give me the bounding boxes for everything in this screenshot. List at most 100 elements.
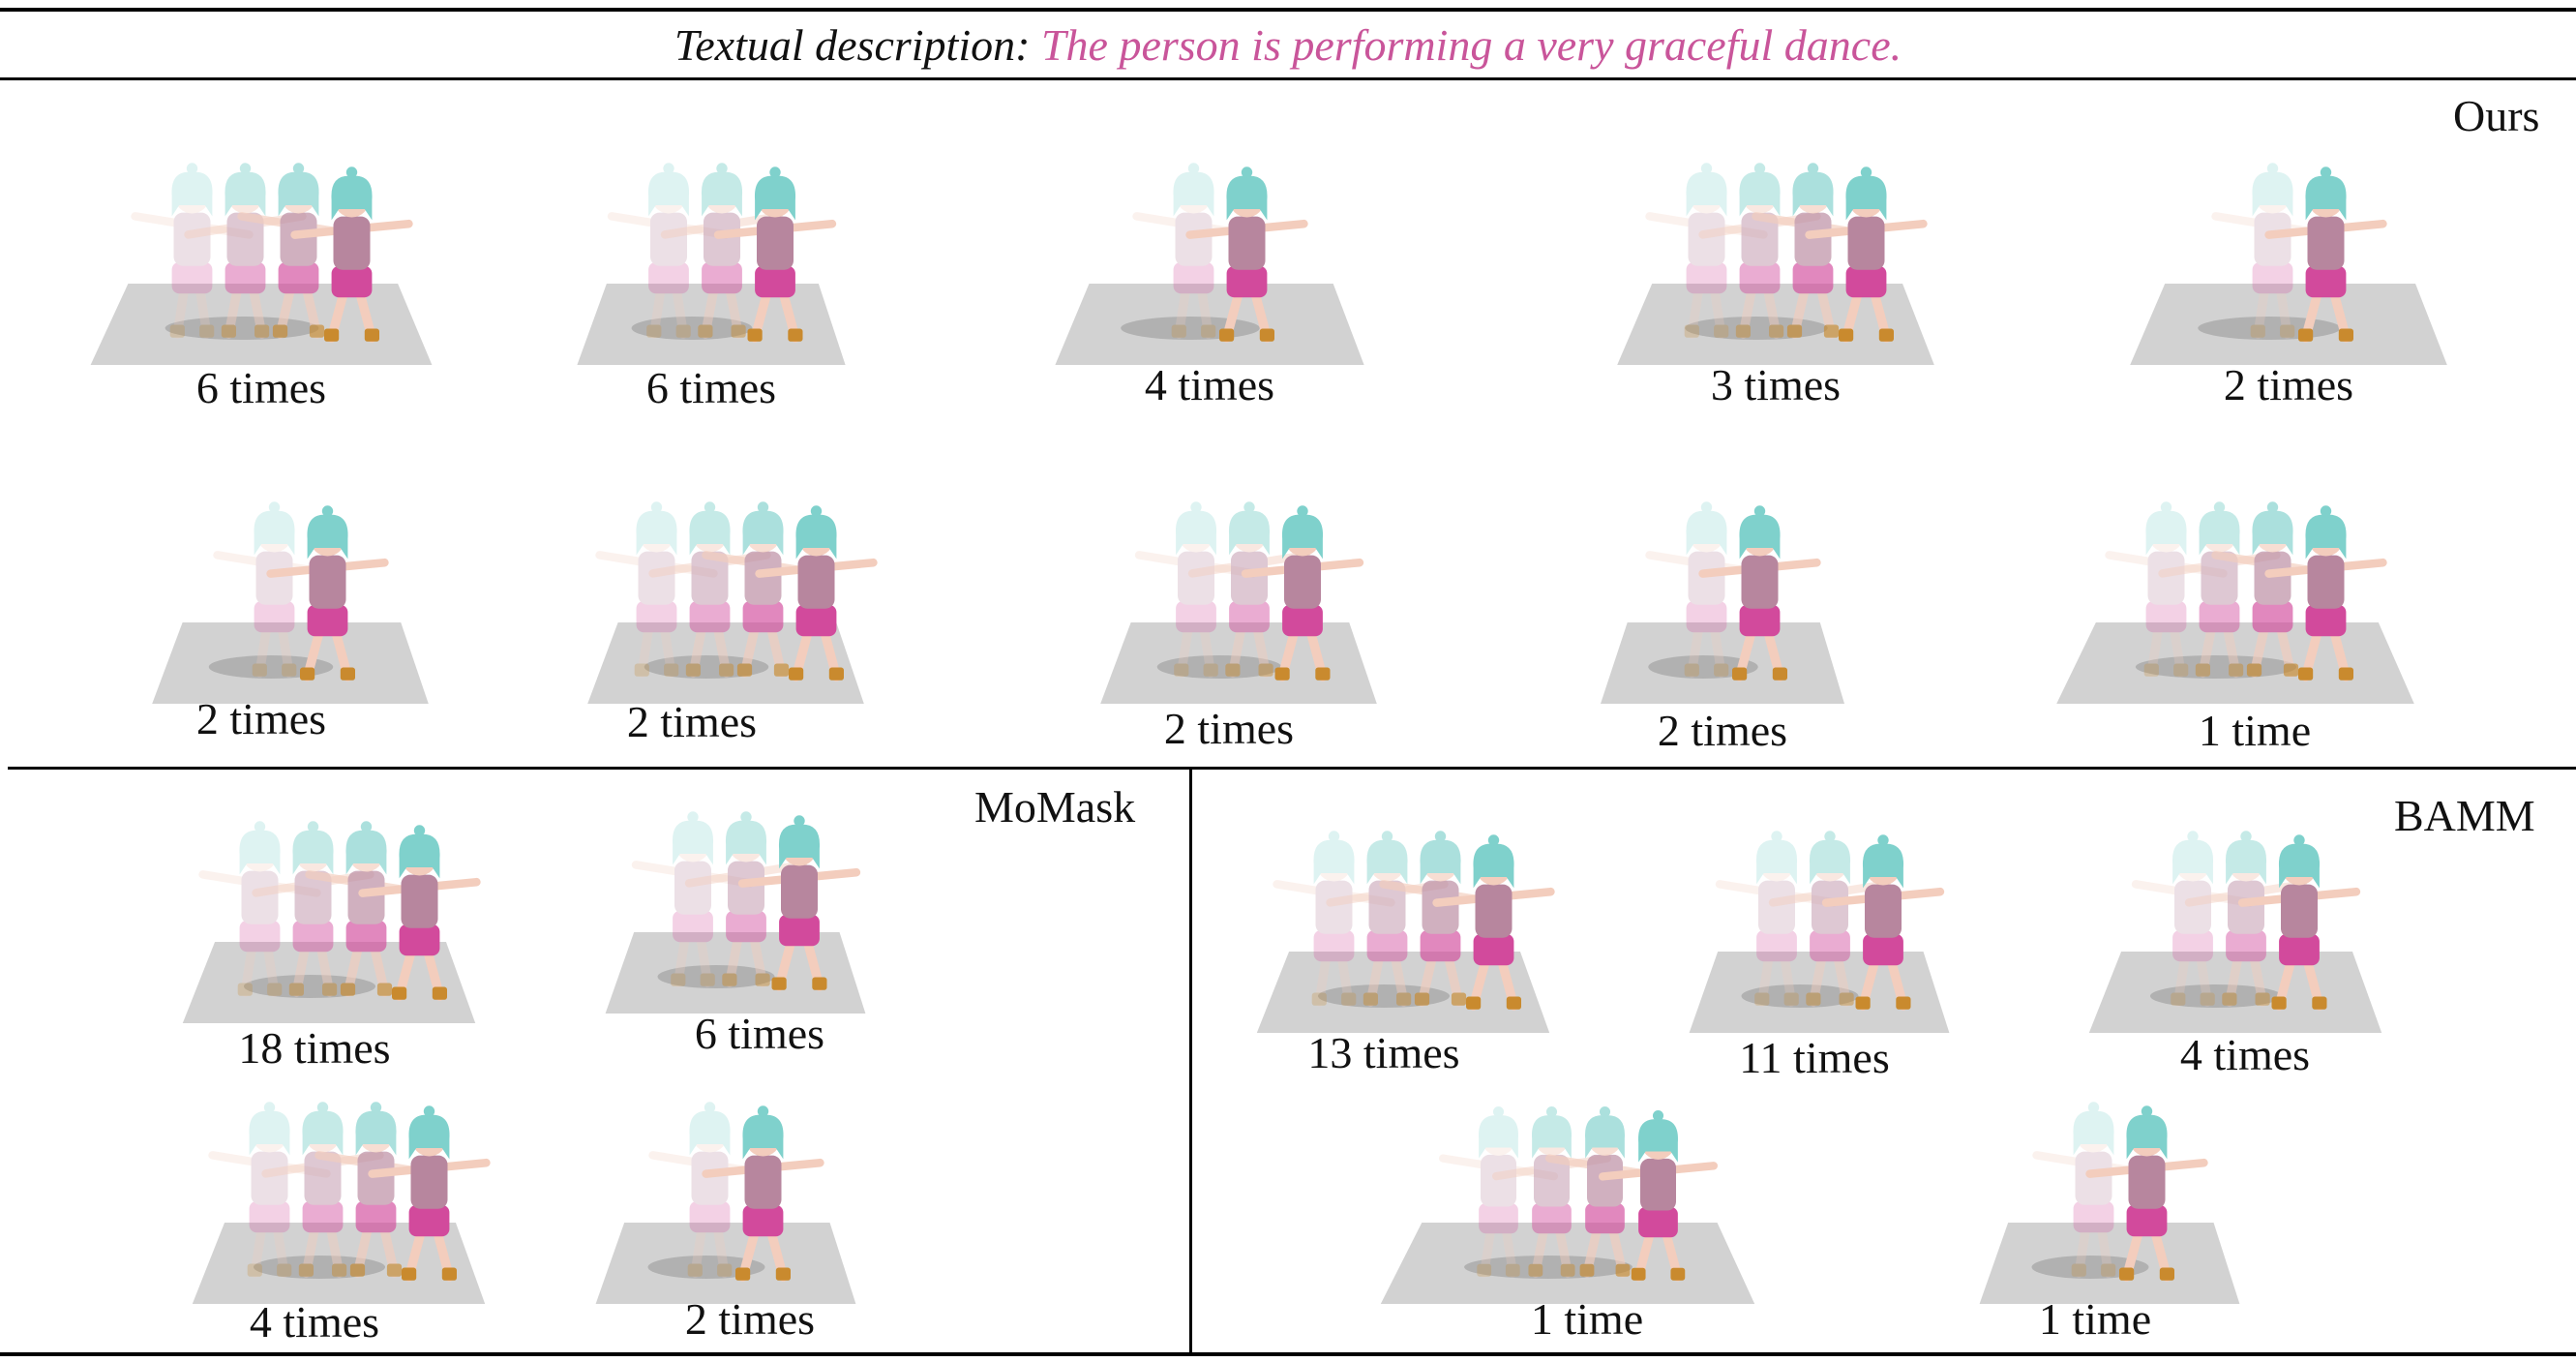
dancer-figure bbox=[1821, 834, 1945, 1011]
dancer-figure bbox=[1185, 166, 1308, 343]
floor-plane bbox=[1055, 284, 1364, 365]
ours-panel: 2 times bbox=[126, 426, 455, 755]
ours-panel: 4 times bbox=[1026, 92, 1393, 416]
repeat-count-label: 2 times bbox=[626, 697, 758, 746]
motion-render bbox=[1601, 501, 1844, 704]
floor-plane bbox=[605, 932, 866, 1014]
momask-panel: 18 times bbox=[155, 774, 503, 1074]
repeat-count-label: 4 times bbox=[1144, 360, 1275, 409]
dancer-figure bbox=[684, 811, 808, 987]
bamm-panel: 1 time bbox=[1955, 1055, 2264, 1355]
dancer-figure bbox=[1715, 831, 1839, 1007]
dancer-figure bbox=[1598, 1109, 1719, 1282]
dancer-figure bbox=[755, 505, 878, 681]
floor-plane bbox=[1601, 622, 1844, 704]
motion-render bbox=[595, 1102, 856, 1304]
dancer-figure bbox=[2184, 831, 2308, 1007]
repeat-count-label: 1 time bbox=[2038, 1294, 2152, 1344]
dancer-figure bbox=[198, 821, 321, 997]
floor-plane bbox=[2130, 284, 2447, 365]
floor-plane bbox=[2056, 622, 2414, 704]
repeat-count-label: 2 times bbox=[1657, 706, 1788, 755]
floor-plane bbox=[192, 1223, 486, 1304]
floor-plane bbox=[1689, 952, 1950, 1033]
repeat-count-label: 4 times bbox=[2179, 1030, 2311, 1079]
floor-plane bbox=[1256, 952, 1550, 1033]
dancer-figure bbox=[660, 163, 784, 339]
ours-panel: 3 times bbox=[1587, 92, 1964, 416]
dancer-figure bbox=[208, 1102, 331, 1278]
floor-plane bbox=[595, 1223, 856, 1304]
dancer-figure bbox=[2211, 163, 2334, 339]
motion-render bbox=[1689, 831, 1950, 1033]
motion-render bbox=[2088, 831, 2382, 1033]
motion-render bbox=[1979, 1102, 2240, 1304]
ours-panel: 2 times bbox=[561, 426, 890, 755]
middle-rule bbox=[8, 767, 2576, 770]
momask-panel: 2 times bbox=[571, 1055, 881, 1355]
dancer-figure bbox=[1379, 831, 1502, 1007]
motion-render bbox=[1256, 831, 1555, 1033]
repeat-count-label: 18 times bbox=[238, 1023, 391, 1073]
dancer-figure bbox=[631, 811, 755, 987]
dancer-figure bbox=[131, 163, 254, 339]
repeat-count-label: 11 times bbox=[1739, 1033, 1890, 1082]
motion-render bbox=[152, 501, 429, 704]
repeat-count-label: 1 time bbox=[2198, 706, 2312, 755]
dancer-figure bbox=[2131, 831, 2255, 1007]
dancer-figure bbox=[1326, 831, 1449, 1007]
repeat-count-label: 2 times bbox=[195, 694, 327, 743]
bamm-panel: 1 time bbox=[1345, 1070, 1790, 1355]
repeat-count-label: 3 times bbox=[1710, 360, 1842, 409]
dancer-figure bbox=[1698, 505, 1821, 681]
top-rule bbox=[0, 8, 2576, 12]
motion-render bbox=[2056, 501, 2414, 704]
motion-render bbox=[192, 1102, 491, 1304]
dancer-figure bbox=[358, 825, 481, 1001]
motion-render bbox=[1055, 163, 1364, 365]
motion-render bbox=[182, 821, 481, 1023]
motion-render bbox=[90, 163, 433, 365]
dancer-figure bbox=[2105, 501, 2228, 678]
motion-render bbox=[577, 163, 846, 365]
momask-panel: 6 times bbox=[581, 774, 890, 1065]
repeat-count-label: 13 times bbox=[1307, 1028, 1460, 1077]
ours-panel: 6 times bbox=[552, 92, 871, 416]
dancer-figure bbox=[1645, 163, 1768, 339]
dancer-figure bbox=[213, 501, 336, 678]
dancer-figure bbox=[1187, 501, 1311, 678]
repeat-count-label: 6 times bbox=[195, 363, 327, 412]
dancer-figure bbox=[1132, 163, 1255, 339]
dancer-figure bbox=[1645, 501, 1768, 678]
dancer-figure bbox=[2264, 505, 2387, 681]
caption-description: The person is performing a very graceful… bbox=[1040, 20, 1902, 70]
ours-panel: 6 times bbox=[58, 92, 464, 416]
bamm-panel: 13 times bbox=[1229, 784, 1577, 1084]
repeat-count-label: 2 times bbox=[684, 1294, 816, 1344]
bamm-panel: 4 times bbox=[2061, 784, 2410, 1084]
dancer-figure bbox=[595, 501, 718, 678]
motion-render bbox=[1617, 163, 1934, 365]
repeat-count-label: 6 times bbox=[645, 363, 777, 412]
bamm-panel: 11 times bbox=[1664, 784, 1974, 1084]
dancer-figure bbox=[266, 505, 389, 681]
repeat-count-label: 4 times bbox=[249, 1297, 380, 1347]
repeat-count-label: 2 times bbox=[2223, 360, 2354, 409]
method-label-ours: Ours bbox=[2453, 91, 2540, 140]
ours-panel: 1 time bbox=[2022, 416, 2448, 755]
motion-render bbox=[605, 811, 866, 1014]
method-label-bamm: BAMM bbox=[2394, 791, 2535, 840]
dancer-figure bbox=[1432, 834, 1555, 1011]
floor-plane bbox=[1380, 1223, 1755, 1304]
dancer-figure bbox=[261, 1102, 384, 1278]
dancer-figure bbox=[2085, 1105, 2208, 1282]
floor-plane bbox=[587, 622, 864, 704]
dancer-figure bbox=[2211, 501, 2334, 678]
dancer-figure bbox=[1241, 505, 1364, 681]
dancer-figure bbox=[368, 1105, 491, 1282]
floor-plane bbox=[152, 622, 429, 704]
motion-render bbox=[2130, 163, 2447, 365]
dancer-figure bbox=[2237, 834, 2361, 1011]
dancer-figure bbox=[1752, 163, 1874, 339]
repeat-count-label: 1 time bbox=[1530, 1294, 1644, 1344]
